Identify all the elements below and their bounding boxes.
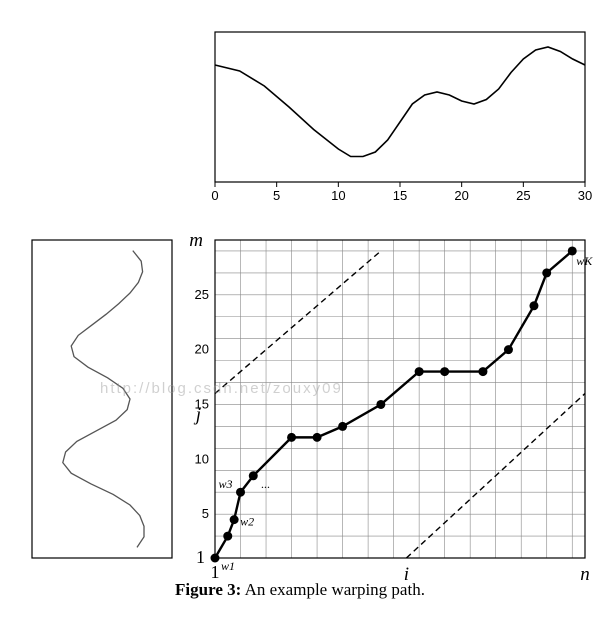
svg-text:...: ... [261, 477, 270, 491]
svg-text:1: 1 [196, 547, 205, 567]
top-series-panel: 0 5 10 15 20 25 30 [205, 27, 595, 207]
figure-container: 051015202530 w1w2w3...wK5101520251injm1 … [20, 20, 580, 580]
left-series-panel [30, 235, 180, 563]
svg-text:w2: w2 [240, 515, 254, 529]
svg-text:25: 25 [195, 287, 209, 302]
svg-text:25: 25 [516, 188, 530, 203]
svg-text:w1: w1 [221, 559, 235, 573]
svg-text:30: 30 [578, 188, 592, 203]
svg-text:5: 5 [273, 188, 280, 203]
svg-text:wK: wK [576, 254, 593, 268]
svg-text:i: i [404, 564, 409, 585]
svg-text:10: 10 [195, 451, 209, 466]
svg-text:0: 0 [211, 188, 218, 203]
svg-text:10: 10 [331, 188, 345, 203]
svg-text:15: 15 [393, 188, 407, 203]
warping-grid-panel: w1w2w3...wK5101520251injm1 [187, 212, 600, 586]
svg-text:5: 5 [202, 506, 209, 521]
svg-text:n: n [580, 564, 590, 585]
svg-text:20: 20 [195, 342, 209, 357]
svg-text:1: 1 [211, 562, 220, 582]
svg-text:20: 20 [454, 188, 468, 203]
svg-text:w3: w3 [219, 477, 233, 491]
svg-text:m: m [189, 230, 203, 251]
